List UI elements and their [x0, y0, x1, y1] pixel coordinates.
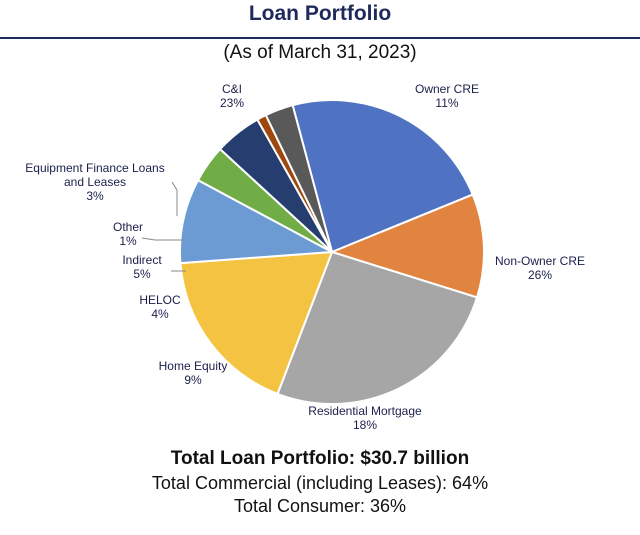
- pie-slice-equipment-finance-loans-and-leases: [264, 103, 333, 253]
- slice-label-owner-cre: Owner CRE 11%: [415, 82, 479, 110]
- title-divider: [0, 37, 640, 39]
- pie-slice-home-equity: [179, 178, 336, 265]
- total-portfolio-text: Total Loan Portfolio: $30.7 billion: [170, 448, 470, 469]
- total-consumer-text: Total Consumer: 36%: [233, 496, 407, 516]
- slice-label-home-equity: Home Equity 9%: [159, 359, 228, 387]
- slice-label-residential-mortgage: Residential Mortgage 18%: [308, 404, 422, 432]
- leader-line: [171, 181, 178, 216]
- pie-slice-c-i: [291, 99, 475, 254]
- slice-label-non-owner-cre: Non-Owner CRE 26%: [495, 254, 585, 282]
- chart-subtitle: (As of March 31, 2023): [223, 42, 417, 63]
- pie-slice-non-owner-cre: [276, 250, 479, 405]
- pie-slice-owner-cre: [329, 193, 485, 299]
- pie-chart: C&I 23% Owner CRE 11% Non-Owner CRE 26% Reside…: [25, 82, 585, 432]
- leader-line: [141, 237, 185, 241]
- slice-label-indirect: Indirect 5%: [122, 253, 162, 281]
- slice-label-equipment-finance-loans-and-leases: Equipment Finance Loans and Leases 3%: [25, 161, 164, 203]
- pie-slice-residential-mortgage: [179, 250, 334, 396]
- chart-title: Loan Portfolio: [248, 2, 392, 25]
- slice-label-other: Other 1%: [113, 220, 143, 248]
- total-commercial-text: Total Commercial (including Leases): 64%: [151, 473, 489, 493]
- slice-label-heloc: HELOC 4%: [139, 293, 181, 321]
- slice-label-c-i: C&I 23%: [220, 82, 244, 110]
